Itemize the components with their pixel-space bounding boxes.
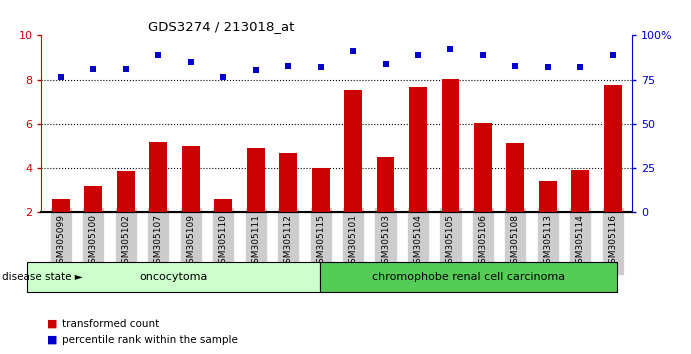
Bar — [214, 199, 232, 212]
Text: oncocytoma: oncocytoma — [140, 272, 208, 282]
Text: transformed count: transformed count — [62, 319, 160, 329]
Bar — [539, 181, 557, 212]
Bar — [507, 143, 524, 212]
Bar — [571, 170, 589, 212]
Bar — [149, 142, 167, 212]
Text: chromophobe renal cell carcinoma: chromophobe renal cell carcinoma — [372, 272, 565, 282]
Bar — [474, 123, 492, 212]
Bar — [84, 186, 102, 212]
Text: GDS3274 / 213018_at: GDS3274 / 213018_at — [148, 20, 294, 33]
Text: percentile rank within the sample: percentile rank within the sample — [62, 335, 238, 345]
Bar — [52, 199, 70, 212]
Bar — [409, 87, 427, 212]
Bar — [279, 153, 297, 212]
Bar — [247, 148, 265, 212]
Bar — [377, 157, 395, 212]
Bar — [604, 85, 622, 212]
Bar — [117, 171, 135, 212]
Text: ■: ■ — [46, 335, 57, 345]
Text: disease state ►: disease state ► — [2, 272, 83, 282]
Bar — [182, 146, 200, 212]
Text: ■: ■ — [46, 319, 57, 329]
Bar — [442, 79, 460, 212]
Bar — [344, 90, 362, 212]
Bar — [312, 168, 330, 212]
